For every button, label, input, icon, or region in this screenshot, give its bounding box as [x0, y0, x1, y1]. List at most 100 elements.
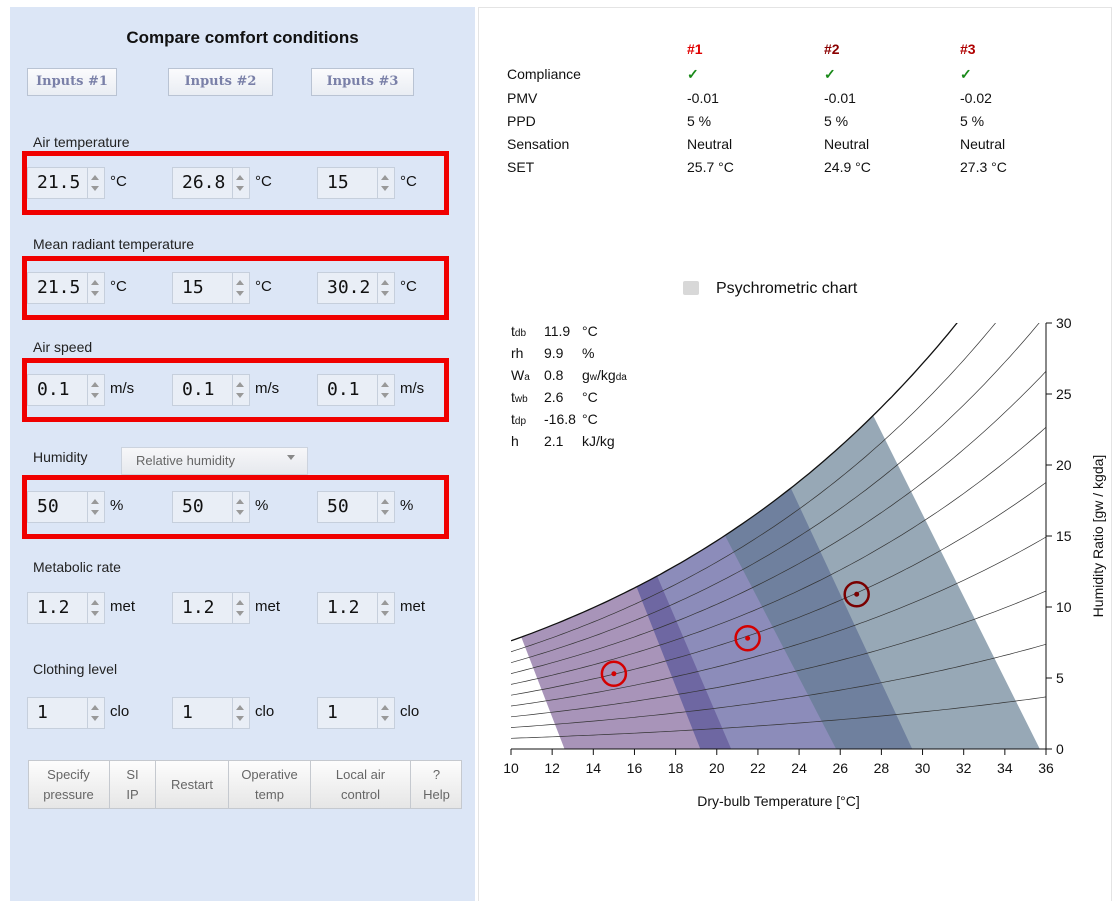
- spin-up: [236, 705, 244, 710]
- spinner[interactable]: [377, 593, 395, 623]
- number-input[interactable]: [172, 592, 250, 624]
- input-value: 1: [37, 702, 48, 723]
- x-tick-label: 14: [586, 760, 602, 776]
- spin-up: [381, 175, 389, 180]
- spinner[interactable]: [377, 698, 395, 728]
- spinner[interactable]: [232, 698, 250, 728]
- spinner[interactable]: [87, 492, 105, 522]
- input-unit: °C: [255, 278, 272, 295]
- x-tick-label: 28: [874, 760, 890, 776]
- readout-unit-part: g: [582, 367, 590, 383]
- spin-up: [236, 280, 244, 285]
- spinner[interactable]: [232, 375, 250, 405]
- button-label: Specify: [47, 766, 90, 782]
- readout-unit-part: kJ/kg: [582, 433, 615, 449]
- spin-up: [236, 382, 244, 387]
- result-value: -0.01: [824, 90, 856, 106]
- input-unit: met: [400, 598, 426, 615]
- number-input[interactable]: [317, 491, 395, 523]
- spin-up: [236, 175, 244, 180]
- spinner[interactable]: [232, 593, 250, 623]
- readout-part: wb: [514, 394, 528, 405]
- number-input[interactable]: [27, 491, 105, 523]
- button-label: temp: [255, 786, 284, 802]
- number-input[interactable]: [172, 272, 250, 304]
- readout-part: h: [511, 433, 519, 449]
- readout-unit-part: /kg: [597, 367, 616, 383]
- result-value: 24.9 °C: [824, 159, 871, 175]
- spin-up: [91, 382, 99, 387]
- x-tick-label: 18: [668, 760, 684, 776]
- spin-up: [91, 499, 99, 504]
- button-label: ?: [432, 766, 441, 782]
- result-value: Neutral: [687, 136, 733, 152]
- toolbar-button[interactable]: SI IP: [109, 760, 155, 809]
- y-axis-label: Humidity Ratio [gw / kgda]: [1090, 455, 1106, 618]
- readout-unit: gw/kgda: [582, 367, 627, 383]
- number-input[interactable]: [317, 592, 395, 624]
- row-label: SET: [507, 159, 535, 175]
- readout-unit-part: w: [589, 372, 598, 383]
- spinner[interactable]: [377, 492, 395, 522]
- number-input[interactable]: [317, 374, 395, 406]
- spinner[interactable]: [232, 273, 250, 303]
- number-input[interactable]: [317, 167, 395, 199]
- spinner[interactable]: [377, 168, 395, 198]
- spinner[interactable]: [87, 168, 105, 198]
- input-value: 0.1: [182, 379, 215, 400]
- spinner[interactable]: [377, 273, 395, 303]
- input-unit: clo: [110, 703, 130, 720]
- spin-up: [91, 175, 99, 180]
- toolbar-button[interactable]: Specify pressure: [28, 760, 109, 809]
- field-label: Air speed: [33, 339, 93, 355]
- number-input[interactable]: [27, 272, 105, 304]
- field-label: Humidity: [33, 449, 88, 465]
- y-tick-label: 15: [1056, 528, 1072, 544]
- number-input[interactable]: [172, 167, 250, 199]
- dropdown[interactable]: Relative humidity: [121, 447, 308, 475]
- spin-down: [236, 611, 244, 616]
- readout-unit-part: °C: [582, 323, 598, 339]
- spinner[interactable]: [87, 593, 105, 623]
- spinner[interactable]: [87, 698, 105, 728]
- rh-curve: [511, 482, 1046, 696]
- spinner[interactable]: [232, 168, 250, 198]
- readout-unit-part: da: [616, 372, 628, 383]
- readout-part: dp: [515, 416, 527, 427]
- tab-button[interactable]: Inputs #3: [311, 68, 414, 96]
- chart-title: Psychrometric chart: [716, 280, 858, 297]
- spin-up: [236, 600, 244, 605]
- number-input[interactable]: [27, 374, 105, 406]
- spinner[interactable]: [87, 273, 105, 303]
- spinner[interactable]: [232, 492, 250, 522]
- spin-up: [91, 600, 99, 605]
- y-tick-label: 20: [1056, 457, 1072, 473]
- rh-curve: [511, 426, 1046, 685]
- toolbar-button[interactable]: Local air control: [310, 760, 410, 809]
- results-panel: Psychrometric chart 10 12 14 16 18 20 22 24 26 28 3…: [478, 7, 1112, 901]
- spinner[interactable]: [377, 375, 395, 405]
- input-unit: %: [110, 497, 124, 514]
- input-value: 1: [327, 702, 338, 723]
- toolbar-button[interactable]: ? Help: [410, 760, 462, 809]
- number-input[interactable]: [172, 697, 250, 729]
- toolbar-button[interactable]: Operative temp: [228, 760, 310, 809]
- toolbar-button[interactable]: Restart: [155, 760, 228, 809]
- number-input[interactable]: [172, 491, 250, 523]
- x-tick-label: 22: [750, 760, 766, 776]
- button-bar: [28, 760, 462, 809]
- number-input[interactable]: [317, 272, 395, 304]
- number-input[interactable]: [317, 697, 395, 729]
- readout-value: 0.8: [544, 367, 564, 383]
- input-value: 21.5: [37, 172, 81, 193]
- highlight-box: [22, 358, 449, 422]
- tab-button[interactable]: Inputs #2: [168, 68, 273, 96]
- saturation-curve: [511, 323, 958, 642]
- number-input[interactable]: [27, 592, 105, 624]
- readout-part: t: [511, 411, 515, 427]
- spinner[interactable]: [87, 375, 105, 405]
- number-input[interactable]: [172, 374, 250, 406]
- number-input[interactable]: [27, 167, 105, 199]
- tab-button[interactable]: Inputs #1: [27, 68, 117, 96]
- number-input[interactable]: [27, 697, 105, 729]
